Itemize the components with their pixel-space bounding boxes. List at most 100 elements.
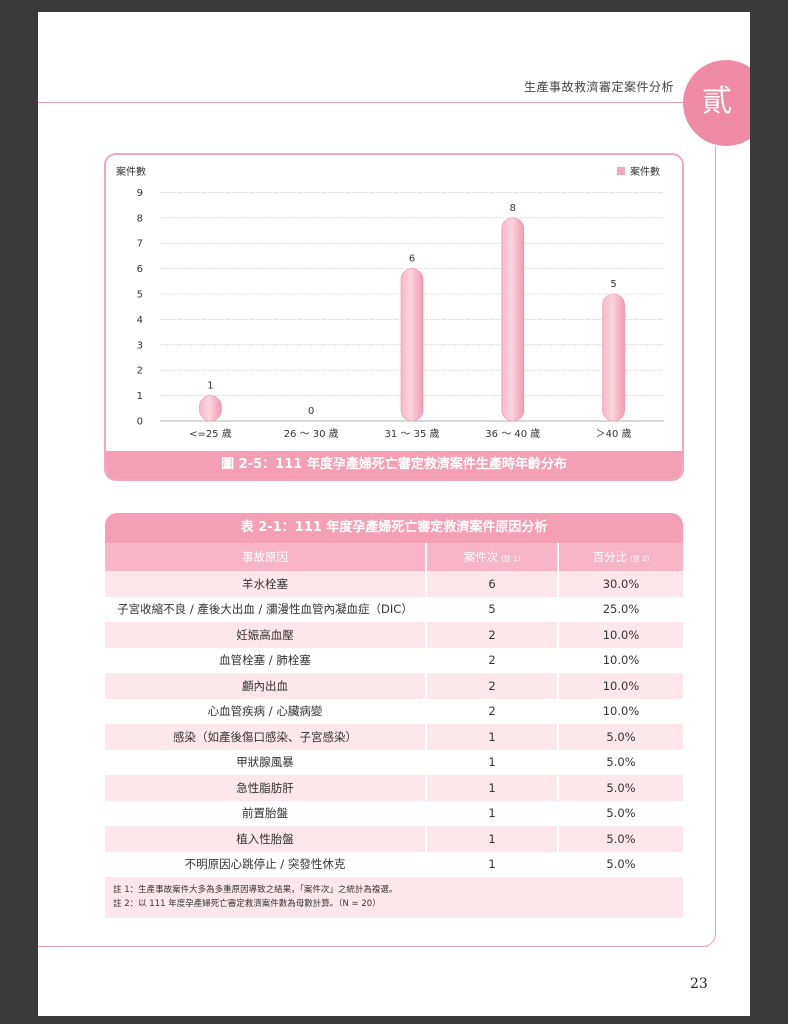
bar bbox=[602, 293, 625, 422]
y-tick-label: 5 bbox=[137, 290, 143, 301]
table-notes: 註 1：生產事故案件大多為多重原因導致之結果，「案件次」之統計為複選。 註 2：… bbox=[105, 877, 683, 918]
table-row: 血管栓塞 / 肺栓塞 2 10.0% bbox=[105, 647, 683, 673]
note-2: 註 2：以 111 年度孕產婦死亡審定救濟案件數為母數計算。（N = 20） bbox=[113, 899, 381, 909]
y-tick-label: 6 bbox=[137, 264, 143, 275]
cell-count: 2 bbox=[425, 673, 558, 699]
header-count: 案件次 (註 1) bbox=[425, 543, 558, 571]
cell-count: 1 bbox=[425, 749, 558, 775]
cell-percent: 5.0% bbox=[557, 749, 683, 775]
bar bbox=[501, 217, 525, 422]
cell-percent: 5.0% bbox=[557, 851, 683, 877]
header-percent-label: 百分比 bbox=[592, 550, 628, 564]
legend-swatch bbox=[617, 167, 625, 175]
cell-cause: 感染（如產後傷口感染、子宮感染） bbox=[105, 724, 426, 750]
cell-percent: 5.0% bbox=[557, 800, 683, 826]
cell-count: 2 bbox=[425, 698, 558, 724]
bar-value-label: 0 bbox=[308, 406, 314, 417]
bar bbox=[400, 268, 424, 422]
bar-value-label: 8 bbox=[510, 203, 516, 214]
legend-label: 案件數 bbox=[630, 165, 660, 178]
table-row: 妊娠高血壓 2 10.0% bbox=[105, 622, 683, 648]
table-row: 顱內出血 2 10.0% bbox=[105, 673, 683, 699]
x-tick-label: ＞40 歲 bbox=[596, 427, 632, 440]
header-count-label: 案件次 bbox=[463, 550, 499, 564]
cell-percent: 10.0% bbox=[557, 698, 683, 724]
cell-cause: 羊水栓塞 bbox=[105, 571, 426, 597]
cell-cause: 急性脂肪肝 bbox=[105, 775, 426, 801]
cell-cause: 植入性胎盤 bbox=[105, 826, 426, 852]
chapter-glyph: 貳 bbox=[702, 84, 732, 119]
x-tick-label: 26 ～ 30 歲 bbox=[284, 427, 339, 440]
chart-caption: 圖 2-5：111 年度孕產婦死亡審定救濟案件生產時年齡分布 bbox=[106, 451, 682, 479]
cell-cause: 子宮收縮不良 / 產後大出血 / 瀰漫性血管內凝血症（DIC） bbox=[105, 596, 426, 622]
x-tick-label: <=25 歲 bbox=[189, 427, 232, 440]
cell-cause: 心血管疾病 / 心臟病變 bbox=[105, 698, 426, 724]
cell-percent: 5.0% bbox=[557, 775, 683, 801]
header-cause: 事故原因 bbox=[105, 543, 426, 571]
cell-count: 1 bbox=[425, 775, 558, 801]
cell-percent: 25.0% bbox=[557, 596, 683, 622]
cell-cause: 顱內出血 bbox=[105, 673, 426, 699]
cell-count: 5 bbox=[425, 596, 558, 622]
cell-percent: 10.0% bbox=[557, 647, 683, 673]
cell-percent: 5.0% bbox=[557, 724, 683, 750]
y-tick-label: 4 bbox=[137, 315, 143, 326]
cell-count: 2 bbox=[425, 622, 558, 648]
table-row: 植入性胎盤 1 5.0% bbox=[105, 826, 683, 852]
bar-value-label: 5 bbox=[610, 279, 616, 290]
cell-cause: 不明原因心跳停止 / 突發性休克 bbox=[105, 851, 426, 877]
table-row: 羊水栓塞 6 30.0% bbox=[105, 571, 683, 597]
bar bbox=[199, 395, 222, 422]
cell-cause: 妊娠高血壓 bbox=[105, 622, 426, 648]
cell-cause: 血管栓塞 / 肺栓塞 bbox=[105, 647, 426, 673]
cell-cause: 前置胎盤 bbox=[105, 800, 426, 826]
y-tick-label: 9 bbox=[137, 188, 143, 199]
page-number: 23 bbox=[690, 976, 708, 992]
header-count-note: (註 1) bbox=[501, 555, 521, 563]
y-tick-label: 2 bbox=[137, 366, 143, 377]
cause-analysis-table: 表 2-1：111 年度孕產婦死亡審定救濟案件原因分析 事故原因 案件次 (註 1… bbox=[105, 513, 683, 918]
age-distribution-chart-card: 案件數 案件數 0 1 2 3 4 5 6 7 8 9 1 <=25 歲 0 26 ～ 30 歲 6 31 ～ 3… bbox=[104, 153, 684, 481]
y-tick-label: 7 bbox=[137, 239, 143, 250]
header-percent-note: (註 2) bbox=[630, 555, 650, 563]
table-body: 羊水栓塞 6 30.0% 子宮收縮不良 / 產後大出血 / 瀰漫性血管內凝血症（DIC… bbox=[105, 571, 683, 877]
x-tick-label: 31 ～ 35 歲 bbox=[385, 427, 440, 440]
table-row: 不明原因心跳停止 / 突發性休克 1 5.0% bbox=[105, 851, 683, 877]
table-row: 前置胎盤 1 5.0% bbox=[105, 800, 683, 826]
header-cause-label: 事故原因 bbox=[242, 550, 288, 564]
cause-table: 事故原因 案件次 (註 1) 百分比 (註 2) 羊水栓塞 6 30.0% 子宮收縮不良 … bbox=[105, 543, 683, 877]
cell-count: 2 bbox=[425, 647, 558, 673]
cell-percent: 30.0% bbox=[557, 571, 683, 597]
table-row: 子宮收縮不良 / 產後大出血 / 瀰漫性血管內凝血症（DIC） 5 25.0% bbox=[105, 596, 683, 622]
bar-chart: 案件數 案件數 0 1 2 3 4 5 6 7 8 9 1 <=25 歲 0 26 ～ 30 歲 6 31 ～ 3… bbox=[116, 165, 664, 440]
cell-percent: 10.0% bbox=[557, 673, 683, 699]
y-tick-label: 1 bbox=[137, 391, 143, 402]
cell-count: 6 bbox=[425, 571, 558, 597]
cell-count: 1 bbox=[425, 724, 558, 750]
cell-count: 1 bbox=[425, 800, 558, 826]
table-row: 心血管疾病 / 心臟病變 2 10.0% bbox=[105, 698, 683, 724]
table-row: 急性脂肪肝 1 5.0% bbox=[105, 775, 683, 801]
table-row: 感染（如產後傷口感染、子宮感染） 1 5.0% bbox=[105, 724, 683, 750]
cell-cause: 甲狀腺風暴 bbox=[105, 749, 426, 775]
table-header-row: 事故原因 案件次 (註 1) 百分比 (註 2) bbox=[105, 543, 683, 571]
bar-value-label: 6 bbox=[409, 254, 415, 265]
note-1: 註 1：生產事故案件大多為多重原因導致之結果，「案件次」之統計為複選。 bbox=[113, 885, 398, 895]
table-title: 表 2-1：111 年度孕產婦死亡審定救濟案件原因分析 bbox=[105, 513, 683, 543]
x-tick-label: 36 ～ 40 歲 bbox=[485, 427, 540, 440]
header-percent: 百分比 (註 2) bbox=[557, 543, 683, 571]
y-axis-title: 案件數 bbox=[116, 165, 146, 178]
cell-percent: 5.0% bbox=[557, 826, 683, 852]
cell-count: 1 bbox=[425, 851, 558, 877]
header-rule bbox=[38, 102, 698, 103]
table-row: 甲狀腺風暴 1 5.0% bbox=[105, 749, 683, 775]
y-tick-label: 3 bbox=[137, 340, 143, 351]
chapter-badge: 貳 bbox=[683, 60, 750, 146]
cell-percent: 10.0% bbox=[557, 622, 683, 648]
running-title: 生產事故救濟審定案件分析 bbox=[523, 80, 674, 94]
cell-count: 1 bbox=[425, 826, 558, 852]
y-tick-label: 0 bbox=[137, 417, 143, 428]
y-tick-label: 8 bbox=[137, 213, 143, 224]
bar-value-label: 1 bbox=[207, 381, 213, 392]
